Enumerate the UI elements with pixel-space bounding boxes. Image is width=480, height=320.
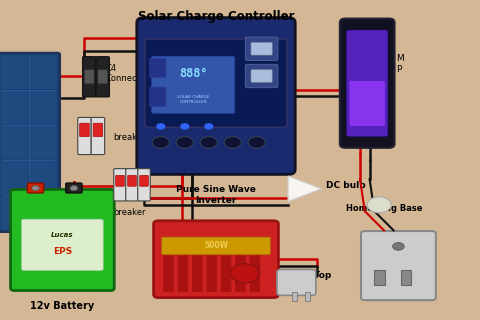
FancyBboxPatch shape — [0, 90, 28, 124]
Text: 12v Battery: 12v Battery — [30, 301, 95, 311]
Circle shape — [157, 124, 165, 129]
FancyBboxPatch shape — [29, 196, 57, 230]
FancyBboxPatch shape — [162, 237, 270, 254]
Text: Solar Charge Controller: Solar Charge Controller — [138, 10, 294, 23]
FancyBboxPatch shape — [84, 70, 94, 84]
FancyBboxPatch shape — [138, 169, 150, 201]
Text: breaker: breaker — [113, 133, 145, 142]
FancyBboxPatch shape — [11, 189, 114, 291]
FancyBboxPatch shape — [163, 255, 174, 292]
Text: Home Plug Base: Home Plug Base — [346, 204, 422, 212]
Text: C4
Connectors: C4 Connectors — [106, 64, 154, 83]
FancyBboxPatch shape — [116, 175, 124, 186]
Polygon shape — [288, 176, 322, 202]
FancyBboxPatch shape — [114, 169, 126, 201]
Text: EPS: EPS — [53, 247, 72, 256]
FancyBboxPatch shape — [0, 53, 60, 232]
Text: Pure Sine Wave
Inverter: Pure Sine Wave Inverter — [176, 185, 256, 205]
FancyBboxPatch shape — [178, 255, 188, 292]
FancyBboxPatch shape — [251, 43, 272, 55]
FancyBboxPatch shape — [83, 57, 96, 97]
FancyBboxPatch shape — [137, 18, 295, 174]
FancyBboxPatch shape — [128, 175, 136, 186]
FancyBboxPatch shape — [192, 255, 203, 292]
Circle shape — [32, 186, 39, 191]
Text: breaker: breaker — [113, 208, 145, 217]
FancyBboxPatch shape — [347, 30, 388, 136]
FancyBboxPatch shape — [22, 219, 103, 270]
Text: 500W: 500W — [204, 241, 228, 250]
FancyBboxPatch shape — [349, 81, 385, 126]
FancyBboxPatch shape — [78, 117, 91, 155]
Circle shape — [367, 197, 391, 213]
Text: DC bulb: DC bulb — [326, 181, 366, 190]
Circle shape — [224, 137, 241, 148]
FancyBboxPatch shape — [29, 160, 57, 195]
Circle shape — [393, 243, 404, 250]
FancyBboxPatch shape — [305, 292, 310, 301]
FancyBboxPatch shape — [0, 160, 28, 195]
FancyBboxPatch shape — [126, 169, 138, 201]
FancyBboxPatch shape — [340, 19, 395, 148]
FancyBboxPatch shape — [292, 292, 297, 301]
FancyBboxPatch shape — [91, 117, 105, 155]
FancyBboxPatch shape — [401, 270, 411, 285]
Text: Plug Top: Plug Top — [288, 271, 331, 280]
FancyBboxPatch shape — [245, 64, 278, 88]
FancyBboxPatch shape — [140, 175, 148, 186]
Text: r panel: r panel — [19, 253, 48, 262]
FancyBboxPatch shape — [154, 221, 278, 298]
FancyBboxPatch shape — [29, 55, 57, 89]
FancyBboxPatch shape — [29, 125, 57, 160]
Circle shape — [70, 186, 78, 191]
Circle shape — [205, 124, 213, 129]
FancyBboxPatch shape — [277, 269, 316, 295]
FancyBboxPatch shape — [29, 90, 57, 124]
Circle shape — [152, 137, 169, 148]
Text: Lucas: Lucas — [51, 232, 73, 238]
FancyBboxPatch shape — [206, 255, 217, 292]
FancyBboxPatch shape — [221, 255, 231, 292]
FancyBboxPatch shape — [250, 255, 260, 292]
FancyBboxPatch shape — [96, 57, 109, 97]
Text: 888°: 888° — [179, 67, 207, 80]
Circle shape — [176, 137, 193, 148]
FancyBboxPatch shape — [361, 231, 436, 300]
FancyBboxPatch shape — [0, 55, 28, 89]
Text: SOLAR CHARGE
CONTROLLER: SOLAR CHARGE CONTROLLER — [177, 95, 210, 104]
FancyBboxPatch shape — [80, 123, 89, 137]
Text: M
P: M P — [396, 54, 404, 74]
FancyBboxPatch shape — [0, 196, 28, 230]
FancyBboxPatch shape — [245, 37, 278, 60]
FancyBboxPatch shape — [251, 70, 272, 82]
FancyBboxPatch shape — [150, 87, 166, 107]
FancyBboxPatch shape — [374, 270, 385, 285]
FancyBboxPatch shape — [145, 39, 287, 127]
Circle shape — [200, 137, 217, 148]
Circle shape — [230, 264, 259, 283]
FancyBboxPatch shape — [150, 58, 166, 78]
FancyBboxPatch shape — [66, 183, 82, 193]
Circle shape — [181, 124, 189, 129]
Circle shape — [248, 137, 265, 148]
FancyBboxPatch shape — [235, 255, 246, 292]
FancyBboxPatch shape — [93, 123, 103, 137]
FancyBboxPatch shape — [152, 56, 235, 113]
FancyBboxPatch shape — [98, 70, 108, 84]
FancyBboxPatch shape — [27, 183, 44, 193]
FancyBboxPatch shape — [0, 125, 28, 160]
